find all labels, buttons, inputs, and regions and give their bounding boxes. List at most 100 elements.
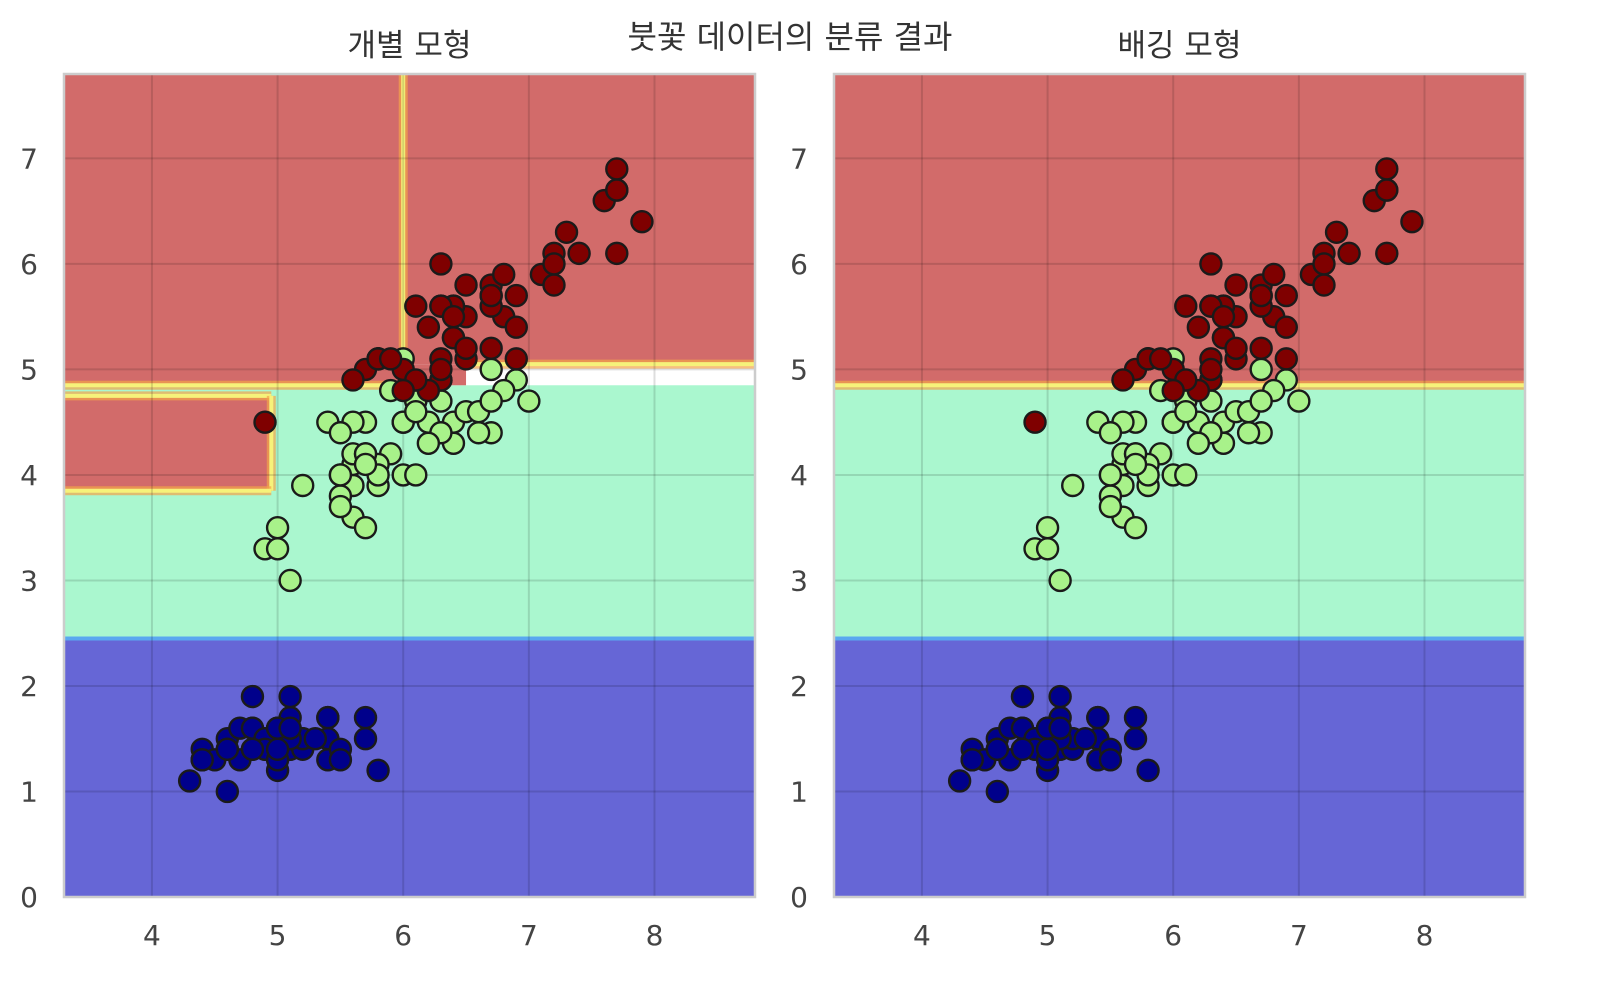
data-point-class-2 (1111, 368, 1135, 392)
y-tick-label: 5 (20, 353, 38, 386)
data-point-class-2 (416, 315, 441, 339)
data-point-class-2 (1262, 262, 1286, 287)
data-point-class-1 (353, 516, 378, 540)
y-tick-label: 0 (790, 881, 808, 914)
data-point-class-1 (291, 473, 315, 498)
data-point-class-0 (1010, 737, 1035, 761)
scatter-points (947, 157, 1424, 804)
data-point-class-1 (1249, 357, 1273, 382)
data-point-class-2 (1249, 336, 1273, 361)
x-tick-label: 8 (1416, 919, 1434, 952)
data-point-class-0 (240, 737, 265, 761)
plot-area (834, 74, 1525, 897)
data-point-class-2 (1186, 315, 1211, 339)
data-point-class-1 (353, 452, 378, 477)
data-point-class-2 (479, 336, 503, 361)
data-point-class-2 (1337, 241, 1361, 266)
decision-region-class-2 (834, 74, 1525, 386)
x-tick-label: 7 (520, 919, 538, 952)
data-point-class-2 (1274, 283, 1298, 308)
axes-frame (832, 72, 1527, 899)
data-point-class-2 (253, 410, 277, 434)
data-point-class-2 (1199, 252, 1223, 276)
data-point-class-0 (215, 779, 240, 804)
data-point-class-2 (492, 262, 516, 287)
data-point-class-1 (404, 463, 428, 487)
data-point-class-2 (441, 304, 466, 329)
data-point-class-1 (328, 463, 353, 487)
data-point-class-0 (1073, 727, 1097, 751)
data-point-class-0 (1136, 758, 1160, 783)
data-point-class-2 (504, 347, 528, 371)
data-point-class-2 (454, 273, 478, 297)
data-point-class-2 (429, 252, 453, 276)
data-point-class-2 (1375, 241, 1399, 266)
data-point-class-0 (265, 737, 290, 761)
data-point-class-2 (1148, 347, 1173, 371)
data-point-class-2 (630, 210, 654, 234)
y-tick-label: 2 (790, 670, 808, 703)
x-tick-label: 5 (1039, 919, 1057, 952)
data-point-class-2 (1224, 273, 1248, 297)
data-point-class-0 (240, 684, 265, 709)
data-point-class-0 (278, 716, 302, 740)
data-point-class-2 (1375, 178, 1399, 202)
data-point-class-2 (1023, 410, 1047, 434)
data-point-class-1 (404, 399, 428, 424)
y-tick-label: 4 (20, 459, 38, 492)
data-point-class-2 (1400, 210, 1424, 234)
data-point-class-2 (1274, 347, 1298, 371)
data-point-class-0 (1123, 705, 1148, 730)
data-point-class-1 (1123, 516, 1148, 540)
data-point-class-0 (1035, 737, 1060, 761)
data-point-class-1 (1123, 452, 1148, 477)
y-tick-label: 4 (790, 459, 808, 492)
data-point-class-1 (1249, 389, 1273, 413)
data-point-class-1 (265, 516, 290, 540)
data-point-class-2 (454, 336, 478, 361)
data-point-class-1 (278, 568, 302, 593)
data-point-class-1 (517, 389, 541, 413)
y-tick-label: 5 (790, 353, 808, 386)
data-point-class-1 (1098, 494, 1123, 519)
data-point-class-1 (479, 389, 503, 413)
data-point-class-0 (1048, 716, 1072, 740)
data-point-class-1 (1174, 399, 1198, 424)
data-point-class-2 (1375, 157, 1399, 181)
scatter-points (177, 157, 654, 804)
y-tick-label: 2 (20, 670, 38, 703)
data-point-class-2 (1312, 273, 1336, 297)
x-tick-label: 6 (1164, 919, 1182, 952)
chart-panel-bagging: 배깅 모형 4 5 6 7 8 0 1 2 3 4 5 6 7 (790, 28, 1527, 952)
data-point-class-2 (1199, 357, 1223, 382)
y-tick-label: 6 (20, 248, 38, 281)
data-point-class-2 (1312, 252, 1336, 276)
data-point-class-0 (190, 748, 214, 772)
data-point-class-2 (504, 283, 528, 308)
data-point-class-2 (504, 315, 528, 339)
data-point-class-2 (1224, 336, 1248, 361)
x-tick-label: 4 (913, 919, 931, 952)
data-point-class-1 (328, 494, 353, 519)
data-point-class-2 (1174, 294, 1198, 318)
data-point-class-0 (353, 705, 378, 730)
data-point-class-2 (605, 178, 629, 202)
data-point-class-2 (1161, 378, 1185, 403)
data-point-class-0 (985, 737, 1010, 761)
x-tick-label: 4 (143, 919, 161, 952)
axes-frame (62, 72, 757, 899)
data-point-class-2 (429, 357, 453, 382)
data-point-class-0 (960, 748, 984, 772)
data-point-class-0 (366, 758, 390, 783)
data-point-class-1 (1186, 431, 1211, 455)
figure-suptitle: 붓꽃 데이터의 분류 결과 (628, 18, 953, 56)
data-point-class-1 (1098, 421, 1123, 445)
y-tick-label: 1 (790, 775, 808, 808)
data-point-class-0 (316, 705, 340, 730)
data-point-class-1 (1048, 568, 1072, 593)
data-point-class-0 (215, 737, 240, 761)
x-tick-label: 7 (1290, 919, 1308, 952)
y-tick-label: 3 (790, 564, 808, 597)
y-tick-label: 1 (20, 775, 38, 808)
data-point-class-2 (567, 241, 591, 266)
